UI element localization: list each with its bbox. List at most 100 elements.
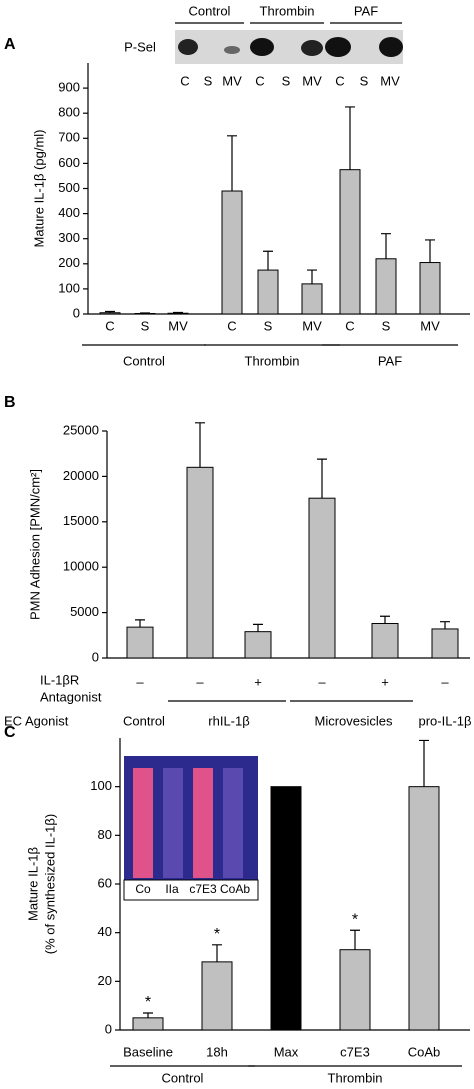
error-bar (440, 621, 450, 629)
error-bar (345, 106, 355, 170)
bar (408, 786, 440, 1031)
x-tick-label: Baseline (123, 1044, 173, 1059)
error-bar (140, 312, 150, 314)
error-bar (253, 623, 263, 632)
y-tick-label: 60 (98, 875, 112, 890)
panel-label: B (4, 394, 16, 411)
bar (375, 258, 397, 315)
x-tick-label: MV (168, 318, 188, 333)
error-bar (307, 269, 317, 284)
inset-label: c7E3 (189, 882, 217, 896)
row-label: IL-1βR (40, 672, 79, 687)
y-tick-label: 500 (58, 180, 80, 195)
antagonist-sign: – (196, 674, 204, 689)
y-tick-label: 200 (58, 255, 80, 270)
bar (371, 622, 399, 659)
x-tick-label: MV (420, 318, 440, 333)
panel-label: C (4, 724, 16, 741)
bar (431, 628, 459, 659)
group-label: pro-IL-1β (419, 713, 472, 728)
blot-lane-label: C (255, 73, 264, 88)
error-bar (135, 619, 145, 628)
group-label: Control (162, 1070, 204, 1085)
antagonist-sign: + (254, 674, 262, 689)
group-label: Thrombin (328, 1070, 383, 1085)
significance-marker: * (352, 911, 358, 928)
x-tick-label: S (264, 318, 273, 333)
blot-group-label: Control (189, 3, 231, 18)
inset-label: IIa (165, 882, 179, 896)
bar (221, 190, 243, 315)
inset-tube (223, 768, 243, 878)
bar (339, 949, 371, 1031)
group-label: Control (123, 353, 165, 368)
antagonist-sign: – (441, 674, 449, 689)
error-bar (263, 250, 273, 271)
y-tick-label: 800 (58, 105, 80, 120)
y-tick-label: 80 (98, 827, 112, 842)
blot-group-label: Thrombin (260, 3, 315, 18)
y-tick-label: 400 (58, 205, 80, 220)
antagonist-sign: – (136, 674, 144, 689)
y-tick-label: 15000 (63, 513, 99, 528)
x-tick-label: c7E3 (340, 1044, 370, 1059)
bar (186, 466, 214, 659)
significance-marker: * (214, 926, 220, 943)
x-tick-label: S (382, 318, 391, 333)
blot-image (175, 30, 403, 64)
antagonist-sign: + (381, 674, 389, 689)
error-bar (227, 135, 237, 192)
y-tick-label: 0 (105, 1021, 112, 1036)
y-tick-label: 20 (98, 973, 112, 988)
blot-band (224, 46, 240, 54)
bar (167, 312, 189, 315)
y-tick-label: 600 (58, 155, 80, 170)
blot-band (379, 37, 403, 57)
significance-marker: * (145, 994, 151, 1011)
error-bar (173, 311, 183, 314)
error-bar (143, 1012, 153, 1018)
error-bar (425, 239, 435, 263)
blot-band (325, 37, 351, 57)
bar (244, 631, 272, 659)
blot-lane-label: MV (302, 73, 322, 88)
error-bar (350, 929, 360, 950)
x-tick-label: CoAb (408, 1044, 441, 1059)
x-tick-label: C (105, 318, 114, 333)
y-tick-label: 5000 (70, 604, 99, 619)
bar (308, 497, 336, 659)
y-tick-label: 0 (73, 305, 80, 320)
error-bar (380, 615, 390, 624)
blot-lane-label: S (204, 73, 213, 88)
group-label: Control (123, 713, 165, 728)
y-axis-label: Mature IL-1β (25, 847, 40, 921)
y-axis-label: PMN Adhesion [PMN/cm²] (27, 469, 42, 620)
y-tick-label: 40 (98, 924, 112, 939)
bar (99, 312, 121, 315)
blot-label: P-Sel (124, 39, 156, 54)
error-bar (212, 944, 222, 962)
blot-lane-label: S (360, 73, 369, 88)
group-label: Microvesicles (314, 713, 393, 728)
error-bar (105, 310, 115, 313)
error-bar (419, 739, 429, 787)
inset-label: CoAb (220, 882, 250, 896)
y-tick-label: 100 (90, 778, 112, 793)
x-tick-label: C (227, 318, 236, 333)
y-tick-label: 900 (58, 80, 80, 95)
group-label: PAF (378, 353, 402, 368)
y-tick-label: 10000 (63, 559, 99, 574)
blot-lane-label: MV (380, 73, 400, 88)
y-axis-label: (% of synthesized IL-1β) (42, 814, 57, 954)
blot-group-label: PAF (354, 3, 378, 18)
y-tick-label: 700 (58, 130, 80, 145)
x-tick-label: Max (274, 1044, 299, 1059)
blot-lane-label: S (282, 73, 291, 88)
y-tick-label: 0 (92, 649, 99, 664)
bar (270, 786, 302, 1031)
bar (419, 262, 441, 315)
inset-tube (163, 768, 183, 878)
inset-caption (123, 879, 259, 901)
blot-lane-label: C (180, 73, 189, 88)
